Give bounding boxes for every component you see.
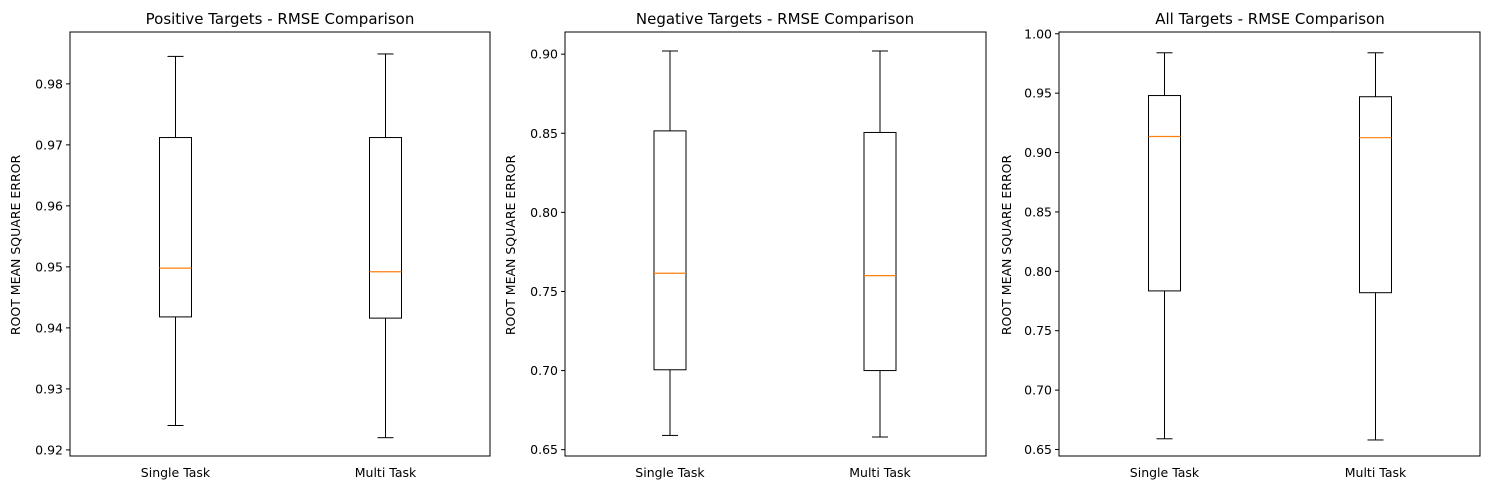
y-tick-labels: 0.65 0.70 0.75 0.80 0.85 0.90 [530,47,565,457]
y-tick-label: 0.93 [35,381,63,396]
y-tick-label: 0.97 [35,137,63,152]
chart-title: Positive Targets - RMSE Comparison [146,10,415,28]
y-tick-label: 0.90 [530,47,558,62]
x-tick-label: Multi Task [355,465,417,480]
y-tick-label: 0.95 [35,259,63,274]
y-tick-label: 0.94 [35,320,63,335]
x-tick-label: Single Task [141,465,211,480]
chart-title: Negative Targets - RMSE Comparison [636,10,914,28]
box-marks [1148,52,1392,441]
y-axis-label: ROOT MEAN SQUARE ERROR [503,155,518,336]
y-axis-label: ROOT MEAN SQUARE ERROR [8,155,23,336]
chart-title: All Targets - RMSE Comparison [1155,10,1384,28]
axes-frame [1058,31,1481,457]
box-iqr [863,131,897,372]
y-tick-label: 0.85 [530,126,558,141]
y-tick-label: 0.80 [1024,264,1052,279]
chart-panel-positive: Positive Targets - RMSE Comparison ROOT … [8,10,491,480]
y-tick-label: 0.92 [35,442,63,457]
chart-panel-all: All Targets - RMSE Comparison ROOT MEAN … [999,10,1481,480]
box-iqr [1148,95,1181,292]
box-iqr [159,137,192,318]
y-tick-label: 0.75 [530,284,558,299]
axes-frame [564,31,987,457]
box-iqr [1359,96,1392,294]
box-iqr [369,137,402,319]
y-tick-labels: 0.65 0.70 0.75 0.80 0.85 0.90 0.95 1.00 [1024,26,1059,457]
chart-panel-negative: Negative Targets - RMSE Comparison ROOT … [503,10,987,480]
x-tick-label: Multi Task [1345,465,1407,480]
y-tick-label: 0.65 [1024,442,1052,457]
y-tick-label: 0.75 [1024,323,1052,338]
box-iqr [653,130,687,371]
y-axis-label: ROOT MEAN SQUARE ERROR [999,155,1014,336]
x-tick-label: Single Task [1130,465,1200,480]
y-tick-label: 0.80 [530,205,558,220]
y-tick-label: 0.70 [1024,383,1052,398]
y-tick-labels: 0.92 0.93 0.94 0.95 0.96 0.97 0.98 [35,76,70,457]
x-tick-label: Multi Task [849,465,911,480]
y-tick-label: 0.65 [530,442,558,457]
y-tick-label: 0.90 [1024,145,1052,160]
y-tick-label: 0.85 [1024,204,1052,219]
y-tick-label: 0.95 [1024,86,1052,101]
y-tick-label: 0.98 [35,76,63,91]
y-tick-label: 0.70 [530,363,558,378]
axes-frame [69,31,491,457]
x-tick-label: Single Task [635,465,705,480]
y-tick-label: 1.00 [1024,26,1052,41]
y-tick-label: 0.96 [35,198,63,213]
box-marks [159,53,402,439]
box-marks [653,50,897,438]
